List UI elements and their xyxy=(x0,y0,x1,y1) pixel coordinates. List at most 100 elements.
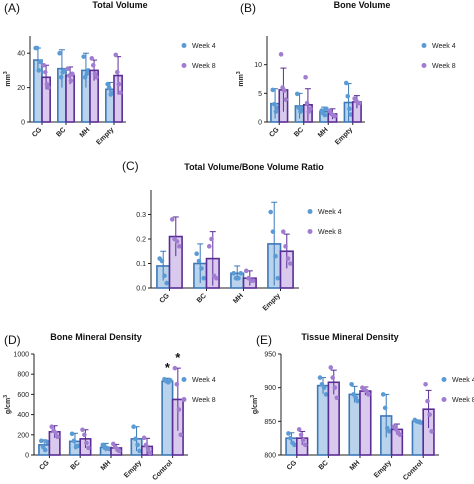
x-tick-label: CG xyxy=(31,126,44,139)
data-point xyxy=(323,392,329,397)
data-point xyxy=(303,74,308,80)
data-point xyxy=(116,448,122,454)
data-point xyxy=(366,392,371,397)
data-point xyxy=(106,85,112,90)
data-point xyxy=(46,85,51,90)
data-point xyxy=(209,236,214,242)
data-point xyxy=(231,271,236,276)
data-point xyxy=(270,87,276,93)
data-point xyxy=(137,448,142,454)
y-tick-label: 0 xyxy=(258,120,262,127)
data-point xyxy=(167,377,173,383)
data-point xyxy=(281,88,287,93)
legend-label: Week 8 xyxy=(432,63,456,70)
data-point xyxy=(206,244,212,249)
bar-week4 xyxy=(411,420,424,456)
data-point xyxy=(49,424,55,430)
data-point xyxy=(386,429,392,434)
data-point xyxy=(174,382,180,387)
legend-marker-week8 xyxy=(421,63,427,68)
data-point xyxy=(343,80,349,86)
data-point xyxy=(162,273,167,279)
x-tick-label: MH xyxy=(100,459,113,472)
data-point xyxy=(65,66,71,71)
data-point xyxy=(364,388,369,394)
x-tick-label: CG xyxy=(38,459,51,472)
legend-marker-week8 xyxy=(181,63,187,68)
panel-d: (D) Bone Mineral Density g/cm3 0 200 400 600 80… xyxy=(3,332,216,482)
y-axis-label-unit: g/cm xyxy=(252,398,259,414)
data-point xyxy=(69,431,75,437)
data-point xyxy=(145,446,151,452)
x-tick-label: Empty xyxy=(123,459,143,479)
data-point xyxy=(116,81,122,87)
legend-label: Week 4 xyxy=(452,377,474,384)
x-tick-label: MH xyxy=(317,126,330,139)
x-tick-label: BC xyxy=(55,126,67,138)
data-point xyxy=(53,430,58,436)
y-axis-label-unit: mm xyxy=(238,74,245,86)
data-point xyxy=(397,432,403,438)
legend-label: Week 4 xyxy=(192,377,216,384)
data-point xyxy=(349,382,354,387)
y-tick-label: 900 xyxy=(264,385,276,392)
data-point xyxy=(273,109,279,114)
y-tick-label: 0.2 xyxy=(136,237,146,244)
x-tick-label: Control xyxy=(402,459,425,482)
panel-b: (B) Bone Volume mm3 0 5 10 CG BC MH Empty Week 4 We… xyxy=(236,0,456,147)
data-point xyxy=(68,78,74,84)
data-point xyxy=(271,101,277,107)
data-point xyxy=(105,81,110,87)
data-point xyxy=(196,258,202,264)
y-tick-label: 1000 xyxy=(13,352,29,359)
data-point xyxy=(238,271,244,276)
x-tick-label: Empty xyxy=(373,459,393,479)
panel-title: Bone Volume xyxy=(334,0,391,10)
legend-marker-week4 xyxy=(421,43,427,48)
data-point xyxy=(356,100,362,106)
y-axis-label-exponent: 3 xyxy=(3,395,9,398)
data-point xyxy=(236,275,241,281)
legend-label: Week 8 xyxy=(192,63,216,70)
panel-label: (B) xyxy=(240,1,256,15)
panel-title: Tissue Mineral Density xyxy=(301,332,398,342)
y-axis-label-exponent: 3 xyxy=(236,71,242,74)
panel-e: (E) Tissue Mineral Density g/cm3 800 850 900 9… xyxy=(250,332,474,482)
data-point xyxy=(199,266,204,271)
x-tick-label: MH xyxy=(79,126,92,139)
data-point xyxy=(355,398,360,404)
data-point xyxy=(278,52,284,57)
y-axis-label-unit: g/cm xyxy=(5,398,12,414)
data-point xyxy=(133,436,138,442)
y-axis-label: mm3 xyxy=(236,71,245,86)
data-point xyxy=(131,424,136,430)
data-point xyxy=(71,438,77,444)
data-point xyxy=(44,439,50,445)
y-axis-label-exponent: 3 xyxy=(3,71,9,74)
data-point xyxy=(283,244,288,249)
data-point xyxy=(307,106,313,112)
data-point xyxy=(423,382,428,387)
y-axis-label: g/cm3 xyxy=(250,395,259,414)
data-point xyxy=(393,427,399,432)
bar-week4 xyxy=(348,393,361,456)
data-point xyxy=(322,112,328,118)
x-tick-label: BC xyxy=(70,459,82,471)
data-point xyxy=(75,443,81,449)
data-point xyxy=(268,209,273,215)
data-point xyxy=(178,432,184,438)
bar-week4 xyxy=(161,380,174,456)
bar-week8 xyxy=(359,390,372,456)
data-point xyxy=(94,74,99,80)
legend-marker-week4 xyxy=(181,43,187,48)
x-tick-label: CG xyxy=(286,459,299,472)
data-point xyxy=(286,431,291,436)
data-point xyxy=(38,438,44,444)
data-point xyxy=(332,113,338,119)
data-point xyxy=(429,429,434,434)
legend-marker-week8 xyxy=(307,229,313,234)
y-tick-label: 10 xyxy=(254,62,262,69)
data-point xyxy=(135,442,140,448)
data-point xyxy=(172,365,178,371)
